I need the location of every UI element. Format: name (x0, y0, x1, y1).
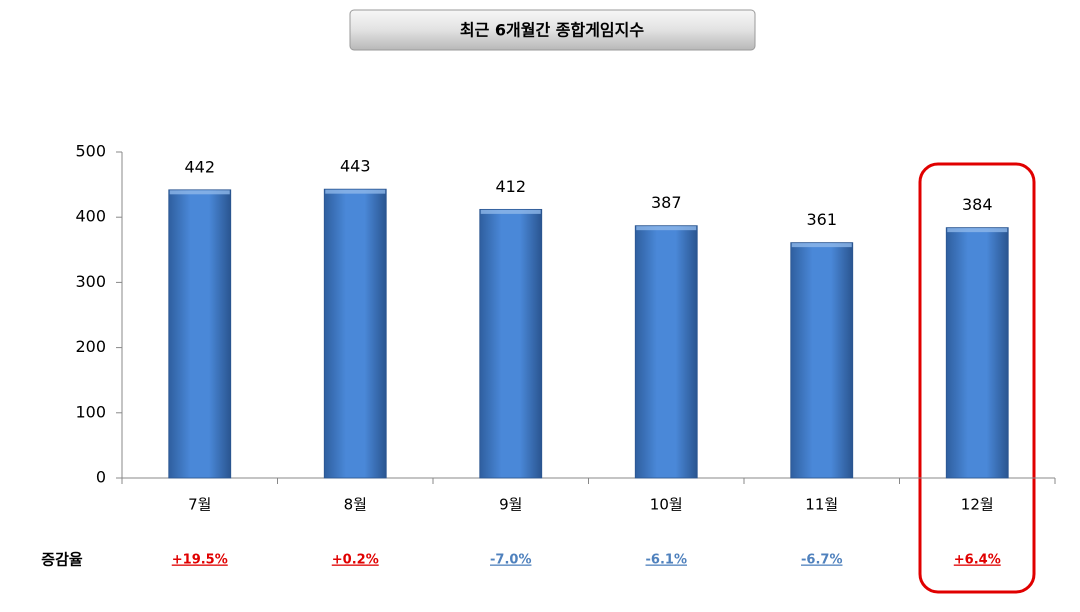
value-label: 443 (340, 157, 371, 176)
bar (790, 242, 854, 479)
title-box (349, 9, 756, 51)
y-tick-label: 100 (75, 402, 106, 421)
bar-bevel (947, 228, 1008, 233)
bar (479, 208, 543, 479)
bar-bevel (791, 243, 852, 248)
change-label: -6.1% (646, 553, 687, 568)
bar (323, 188, 387, 479)
x-tick-label: 12월 (961, 496, 994, 514)
change-label: -7.0% (490, 553, 531, 568)
value-label: 412 (495, 177, 526, 196)
y-tick-label: 300 (75, 272, 106, 291)
x-tick-label: 7월 (188, 496, 211, 514)
x-tick-label: 11월 (805, 496, 838, 514)
x-tick-label: 8월 (344, 496, 367, 514)
change-label: +19.5% (172, 553, 228, 568)
value-label: 361 (806, 210, 837, 229)
change-title: 증감율 (41, 551, 83, 569)
bar-bevel (325, 189, 386, 194)
change-label: +0.2% (332, 553, 379, 568)
x-tick-label: 10월 (650, 496, 683, 514)
highlight-box (918, 162, 1036, 594)
bar-bevel (169, 190, 230, 195)
bar (634, 225, 698, 479)
x-tick-label: 9월 (499, 496, 522, 514)
bar-bevel (636, 226, 697, 231)
bar (945, 227, 1009, 479)
y-tick-label: 500 (75, 142, 106, 161)
y-tick-label: 0 (96, 468, 106, 487)
y-tick-label: 200 (75, 337, 106, 356)
change-label: -6.7% (801, 553, 842, 568)
bar-bevel (480, 209, 541, 214)
change-label: +6.4% (954, 553, 1001, 568)
value-label: 384 (962, 195, 993, 214)
chart-title: 최근 6개월간 종합게임지수 (460, 21, 644, 40)
value-label: 387 (651, 193, 682, 212)
y-tick-label: 400 (75, 207, 106, 226)
value-label: 442 (184, 157, 215, 176)
bar (168, 189, 232, 479)
